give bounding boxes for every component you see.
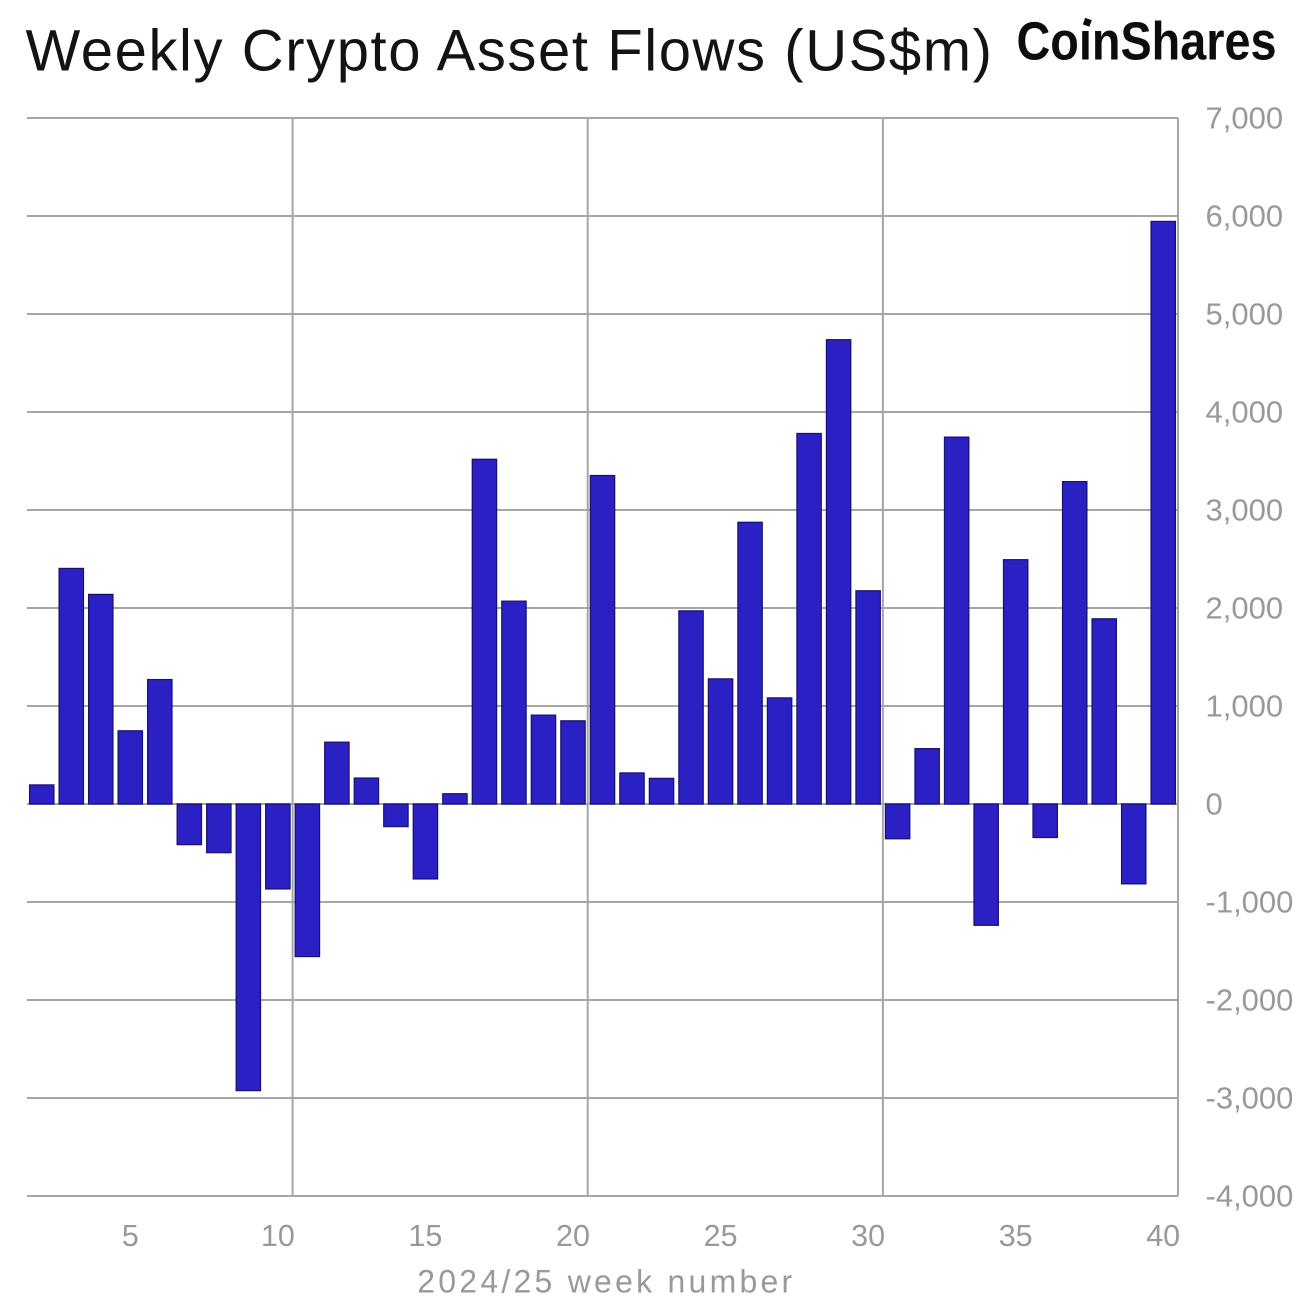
svg-text:-1,000: -1,000 xyxy=(1206,884,1294,919)
svg-text:20: 20 xyxy=(556,1219,590,1253)
svg-text:35: 35 xyxy=(999,1219,1033,1253)
svg-text:5: 5 xyxy=(122,1219,139,1253)
svg-text:4,000: 4,000 xyxy=(1206,394,1284,429)
svg-text:1,000: 1,000 xyxy=(1206,688,1284,723)
svg-text:30: 30 xyxy=(851,1219,885,1253)
svg-text:40: 40 xyxy=(1146,1219,1180,1253)
svg-text:15: 15 xyxy=(408,1219,442,1253)
svg-text:-4,000: -4,000 xyxy=(1206,1178,1294,1213)
svg-text:-2,000: -2,000 xyxy=(1206,982,1294,1017)
svg-text:Weekly Crypto Asset Flows (US$: Weekly Crypto Asset Flows (US$m) xyxy=(26,19,993,84)
svg-text:2024/25 week number: 2024/25 week number xyxy=(417,1264,792,1300)
svg-text:CoınShares: CoınShares xyxy=(1017,11,1277,71)
svg-text:3,000: 3,000 xyxy=(1206,492,1284,527)
svg-text:7,000: 7,000 xyxy=(1206,100,1284,135)
svg-text:25: 25 xyxy=(704,1219,738,1253)
svg-text:0: 0 xyxy=(1206,786,1223,821)
svg-text:6,000: 6,000 xyxy=(1206,198,1284,233)
svg-text:-3,000: -3,000 xyxy=(1206,1080,1294,1115)
svg-text:10: 10 xyxy=(261,1219,295,1253)
svg-text:5,000: 5,000 xyxy=(1206,296,1284,331)
svg-text:2,000: 2,000 xyxy=(1206,590,1284,625)
